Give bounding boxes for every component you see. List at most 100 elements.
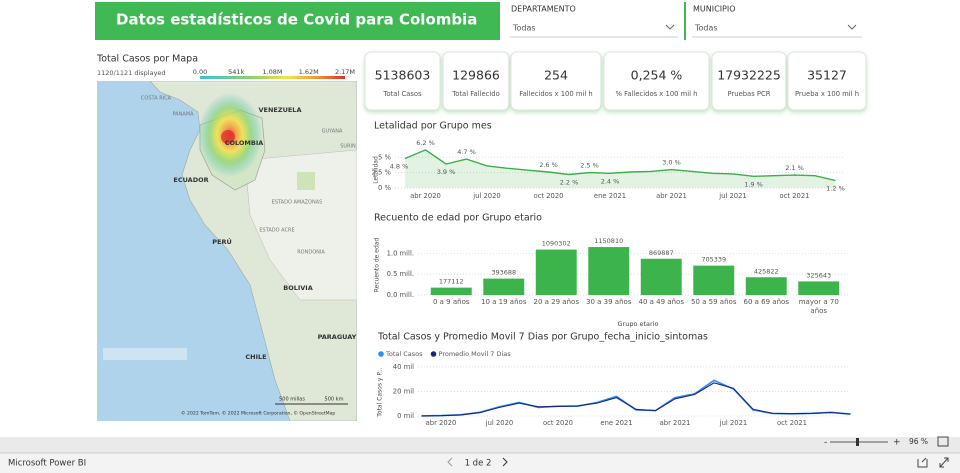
data-label: 3.9 % xyxy=(437,168,456,176)
map-scale: 500 millas xyxy=(279,397,305,403)
zoom-minus[interactable]: - xyxy=(824,438,827,448)
x-tick-label: abr 2020 xyxy=(410,192,441,200)
x-tick-label: oct 2020 xyxy=(543,419,573,427)
filter-label: DEPARTAMENTO xyxy=(511,5,576,14)
x-tick-label: jul 2020 xyxy=(472,192,501,200)
x-tick-label: abr 2021 xyxy=(656,192,687,200)
filter-departamento[interactable]: DEPARTAMENTO Todas xyxy=(503,2,681,40)
data-label: 325643 xyxy=(806,271,831,279)
kpi-card xyxy=(442,51,510,111)
header-bar xyxy=(95,2,500,40)
bar xyxy=(430,287,472,295)
data-label: 177112 xyxy=(439,278,464,286)
series-line xyxy=(421,382,851,417)
map-label: ESTADO AMAZONAS xyxy=(272,200,323,206)
map-displayed: 1120/1121 displayed xyxy=(97,69,166,77)
x-tick-label: 40 a 49 años xyxy=(638,298,684,306)
data-label: 705339 xyxy=(701,256,726,264)
filter-value: Todas xyxy=(694,24,718,33)
data-label: 2.5 % xyxy=(580,162,599,170)
share-icon[interactable] xyxy=(917,457,928,468)
y-tick-label: 5 % xyxy=(378,153,391,161)
kpi-value: 5138603 xyxy=(375,68,431,83)
kpi-value: 17932225 xyxy=(717,68,781,83)
map-label: COLOMBIA xyxy=(225,139,264,147)
data-label: 425822 xyxy=(754,267,779,275)
zoom-level: 96 % xyxy=(909,437,928,446)
y-axis-title: Letalidad xyxy=(373,156,380,184)
page-indicator: 1 de 2 xyxy=(465,459,492,469)
legend-marker xyxy=(378,351,384,357)
data-label: 2.6 % xyxy=(539,161,558,169)
map-label: PARAGUAY xyxy=(318,333,357,341)
kpi-label: Fallecidos x 100 mil h xyxy=(519,90,592,98)
y-tick-label: 40 mil xyxy=(393,363,414,371)
filter-box xyxy=(503,2,681,40)
map-scale: 500 km xyxy=(325,397,344,403)
data-label: 2.1 % xyxy=(785,164,804,172)
x-tick-label: 60 a 69 años xyxy=(743,298,789,306)
kpi-value: 35127 xyxy=(807,68,847,83)
y-tick-label: 0 % xyxy=(378,184,391,192)
y-tick-label: 0.0 mill. xyxy=(387,291,414,299)
filter-label: MUNICIPIO xyxy=(693,5,736,14)
map-label: PANAMÁ xyxy=(172,111,194,118)
map-legend-label: 541k xyxy=(228,68,244,76)
zoom-thumb[interactable] xyxy=(856,438,859,446)
data-label: 4.7 % xyxy=(457,148,476,156)
map-legend-label: 0.00 xyxy=(193,68,207,76)
data-label: 1150810 xyxy=(594,237,623,245)
x-tick-label: oct 2021 xyxy=(777,419,807,427)
bar xyxy=(798,281,840,295)
data-label: 1090302 xyxy=(542,240,571,248)
next-page[interactable] xyxy=(502,457,508,467)
data-label: 3.0 % xyxy=(662,159,681,167)
map-label: ESTADO ACRE xyxy=(259,228,294,234)
kpi-card xyxy=(603,51,710,111)
filter-box xyxy=(688,2,864,40)
map-patch xyxy=(297,172,315,190)
data-label: 869887 xyxy=(649,249,674,257)
x-axis-title: Grupo etario xyxy=(618,320,659,328)
zoom-plus[interactable]: + xyxy=(893,438,901,448)
x-tick-label: jul 2021 xyxy=(719,419,748,427)
fit-page-icon[interactable] xyxy=(937,436,949,447)
x-tick-label: ene 2021 xyxy=(594,192,626,200)
x-tick-label: 30 a 39 años xyxy=(586,298,632,306)
legend-marker xyxy=(430,351,437,357)
brazil xyxy=(244,149,357,301)
line-area xyxy=(405,149,836,188)
legend-label: Promedio Movil 7 Dias xyxy=(439,350,512,358)
zoom-bar xyxy=(0,437,960,453)
kpi-label: Total Casos xyxy=(382,90,422,98)
legend-label: Total Casos xyxy=(385,350,423,358)
bar xyxy=(588,247,630,295)
x-tick-label: 50 a 59 años xyxy=(691,298,737,306)
kpi-label: Total Fallecido xyxy=(451,90,500,98)
chart-title: Total Casos y Promedio Movil 7 Dias por … xyxy=(377,332,708,343)
filter-municipio[interactable]: MUNICIPIO Todas xyxy=(688,2,864,40)
data-label: 2.2 % xyxy=(560,178,579,186)
map-label: CHILE xyxy=(245,353,266,361)
data-label: 1.9 % xyxy=(744,180,763,188)
map-legend-label: 2.17M xyxy=(335,68,355,76)
bar xyxy=(640,258,682,295)
map-attribution: © 2022 TomTom, © 2022 Microsoft Corporat… xyxy=(181,410,335,417)
kpi-label: % Fallecidos x 100 mil h xyxy=(615,90,697,98)
dropdown-arrow xyxy=(665,24,675,30)
x-tick-label: jul 2020 xyxy=(485,419,514,427)
kpi-value: 254 xyxy=(544,68,568,83)
app-name: Microsoft Power BI xyxy=(8,459,86,469)
y-tick-label: 0.5 mill. xyxy=(387,270,414,278)
x-tick-label: oct 2020 xyxy=(533,192,563,200)
x-tick-label: 0 a 9 años xyxy=(432,298,470,306)
fullscreen-icon[interactable] xyxy=(939,457,949,468)
kpi-card xyxy=(510,51,602,111)
status-bar xyxy=(0,453,960,473)
prev-page[interactable] xyxy=(447,457,453,467)
chart-title: Recuento de edad por Grupo etario xyxy=(374,213,542,224)
dropdown-arrow xyxy=(847,24,857,30)
x-tick-label: mayor a 70 años xyxy=(798,298,839,315)
x-tick-label: 10 a 19 años xyxy=(481,298,527,306)
